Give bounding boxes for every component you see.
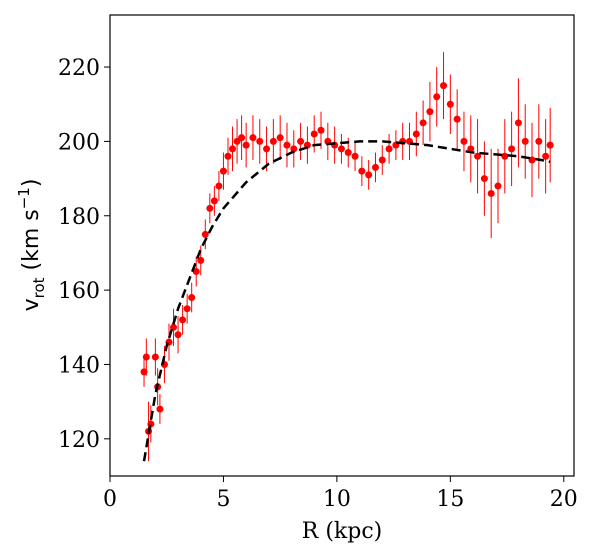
data-point bbox=[419, 119, 427, 127]
data-point bbox=[351, 152, 359, 160]
data-point bbox=[238, 134, 246, 142]
data-point bbox=[446, 100, 454, 108]
model-line bbox=[142, 140, 551, 462]
y-label-close: ) bbox=[19, 179, 44, 188]
y-tick-label: 160 bbox=[58, 279, 100, 304]
data-point bbox=[192, 268, 200, 276]
x-tick-label: 15 bbox=[436, 487, 464, 512]
data-point bbox=[412, 130, 420, 138]
data-point bbox=[494, 182, 502, 190]
data-point bbox=[371, 163, 379, 171]
y-tick-label: 220 bbox=[58, 56, 100, 81]
data-point bbox=[344, 149, 352, 157]
data-point bbox=[179, 316, 187, 324]
data-point bbox=[467, 145, 475, 153]
data-point bbox=[474, 152, 482, 160]
data-point bbox=[508, 145, 516, 153]
data-point bbox=[142, 353, 150, 361]
data-point bbox=[256, 137, 264, 145]
x-tick-label: 0 bbox=[103, 487, 117, 512]
data-point bbox=[242, 141, 250, 149]
data-point bbox=[535, 137, 543, 145]
data-point bbox=[385, 145, 393, 153]
x-tick-label: 20 bbox=[550, 487, 578, 512]
data-point bbox=[426, 108, 434, 116]
data-point bbox=[197, 256, 205, 264]
data-point bbox=[206, 204, 214, 212]
y-tick-label: 120 bbox=[58, 428, 100, 453]
x-tick-label: 10 bbox=[323, 487, 351, 512]
data-point bbox=[542, 152, 550, 160]
data-point bbox=[188, 294, 196, 302]
data-point bbox=[215, 182, 223, 190]
data-point bbox=[501, 152, 509, 160]
x-axis-label: R (kpc) bbox=[302, 519, 382, 544]
data-point bbox=[310, 130, 318, 138]
data-point bbox=[183, 305, 191, 313]
data-point bbox=[229, 145, 237, 153]
data-point bbox=[487, 189, 495, 197]
data-point bbox=[460, 137, 468, 145]
data-point bbox=[521, 137, 529, 145]
data-point bbox=[440, 82, 448, 90]
data-point bbox=[151, 353, 159, 361]
y-tick-label: 180 bbox=[58, 205, 100, 230]
data-point bbox=[283, 141, 291, 149]
data-point bbox=[480, 175, 488, 183]
data-point bbox=[378, 156, 386, 164]
y-label-sup: −1 bbox=[15, 187, 33, 209]
y-tick-label: 140 bbox=[58, 353, 100, 378]
data-point bbox=[140, 368, 148, 376]
data-point bbox=[546, 141, 554, 149]
data-point bbox=[174, 331, 182, 339]
data-point bbox=[170, 323, 178, 331]
data-point bbox=[156, 405, 164, 413]
data-point bbox=[514, 119, 522, 127]
data-point bbox=[263, 145, 271, 153]
y-label-unit: (km s bbox=[19, 209, 44, 277]
y-axis-label: vrot (km s−1) bbox=[15, 179, 48, 312]
y-label-sub: rot bbox=[30, 277, 48, 298]
data-point bbox=[317, 126, 325, 134]
data-point bbox=[290, 145, 298, 153]
plot-frame bbox=[109, 14, 575, 477]
x-tick-label: 5 bbox=[216, 487, 230, 512]
data-point bbox=[249, 134, 257, 142]
data-point bbox=[528, 156, 536, 164]
data-point bbox=[210, 197, 218, 205]
data-point bbox=[201, 230, 209, 238]
data-point bbox=[219, 167, 227, 175]
data-point bbox=[337, 145, 345, 153]
data-point bbox=[224, 152, 232, 160]
data-point bbox=[269, 137, 277, 145]
y-tick-label: 200 bbox=[58, 130, 100, 155]
data-point bbox=[365, 171, 373, 179]
data-point bbox=[297, 137, 305, 145]
data-point bbox=[453, 115, 461, 123]
data-point bbox=[433, 93, 441, 101]
data-point bbox=[276, 134, 284, 142]
y-label-base: v bbox=[19, 298, 44, 311]
data-point bbox=[358, 167, 366, 175]
